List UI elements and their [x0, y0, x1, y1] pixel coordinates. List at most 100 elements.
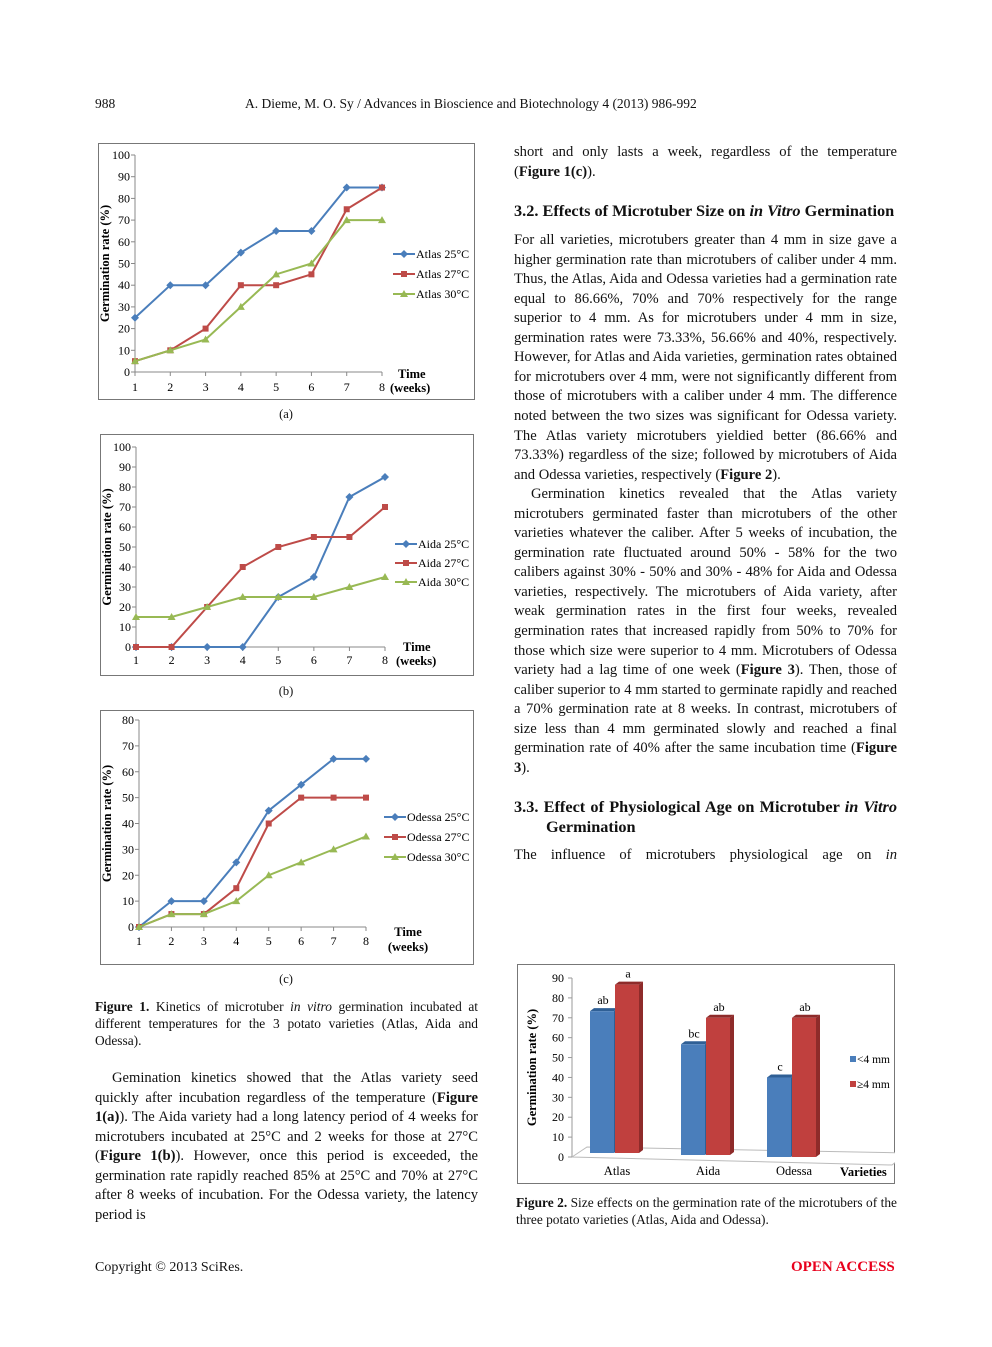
bar [767, 1077, 791, 1157]
y-tick-label: 80 [552, 991, 564, 1005]
bar-side [730, 1014, 734, 1155]
data-point [166, 346, 175, 354]
x-tick-label: 2 [168, 934, 174, 948]
open-access-label: OPEN ACCESS [791, 1259, 895, 1275]
y-tick-label: 0 [125, 640, 131, 654]
text-run: Kinetics of microtuber [155, 999, 291, 1014]
y-tick-label: 20 [122, 868, 134, 882]
y-axis-label: Germination rate (%) [98, 205, 112, 322]
figure-1a-chart: 0 10 20 30 40 50 60 70 80 90 100 1 2 3 4 5 6 7 8 Germinatio… [98, 143, 475, 400]
legend-label: Atlas 30°C [416, 287, 469, 301]
bar-top [706, 1014, 734, 1018]
x-tick-label: 8 [363, 934, 369, 948]
text-run: ). The Aida variety had a long latency p… [95, 1109, 478, 1165]
legend-label: Aida 27°C [418, 556, 469, 570]
text-run: For all varieties, microtubers greater t… [514, 232, 897, 483]
panel-label-c: (c) [279, 972, 293, 986]
x-tick-label: 4 [233, 934, 239, 948]
y-tick-label: 30 [552, 1090, 564, 1104]
legend-label: Odessa 27°C [407, 830, 469, 844]
y-tick-label: 60 [122, 765, 134, 779]
category-label: Atlas [604, 1164, 631, 1178]
paragraph-physiological-age: The influence of microtubers physiologic… [514, 846, 897, 866]
y-tick-label: 90 [552, 971, 564, 985]
y-tick-label: 20 [118, 322, 130, 336]
x-tick-label: 3 [201, 934, 207, 948]
section-heading-3-3: 3.3. Effect of Physiological Age on Micr… [514, 797, 897, 837]
running-title: A. Dieme, M. O. Sy / Advances in Bioscie… [245, 96, 697, 111]
x-tick-label: 3 [204, 653, 210, 667]
x-axis-label: Varieties [840, 1165, 887, 1179]
data-point [167, 910, 176, 918]
legend-label: Aida 25°C [418, 537, 469, 551]
y-tick-label: 0 [558, 1150, 564, 1164]
x-tick-label: 3 [203, 380, 209, 394]
y-tick-label: 60 [119, 520, 131, 534]
data-point [342, 216, 351, 224]
x-axis-label: Time [398, 367, 426, 381]
bar [590, 1011, 614, 1153]
data-point [400, 250, 408, 258]
data-point [201, 281, 210, 290]
legend-label: Odessa 25°C [407, 810, 469, 824]
data-point [265, 820, 272, 827]
data-point [202, 325, 209, 332]
text-run: Figure 3 [740, 662, 795, 679]
x-tick-label: 1 [136, 934, 142, 948]
data-point [239, 564, 246, 570]
data-point [232, 897, 241, 905]
text-run: ). [772, 466, 781, 483]
data-point [166, 281, 175, 290]
text-run: Size effects on the germination rate of … [516, 1195, 897, 1227]
x-tick-label: 6 [298, 934, 304, 948]
y-tick-label: 40 [118, 278, 130, 292]
data-point [132, 613, 140, 620]
y-tick-label: 90 [119, 460, 131, 474]
data-point [199, 910, 208, 918]
y-tick-label: 60 [552, 1031, 564, 1045]
right-column: short and only lasts a week, regardless … [514, 143, 897, 866]
text-run: ). [521, 759, 530, 776]
data-point [342, 183, 351, 192]
text-run: Germination [800, 201, 895, 221]
x-axis-label: Time [394, 925, 422, 939]
section-heading-3-2: 3.2. Effects of Microtuber Size on in Vi… [514, 201, 897, 221]
category-label: Odessa [776, 1164, 813, 1178]
bar-top [792, 1014, 820, 1018]
text-run: in [885, 847, 897, 864]
x-axis-label-unit: (weeks) [388, 940, 428, 954]
y-tick-label: 50 [122, 791, 134, 805]
bar [706, 1017, 730, 1155]
data-point [307, 259, 316, 267]
text-run: Figure 1(c) [518, 163, 588, 180]
y-tick-label: 10 [119, 620, 131, 634]
text-run: Germination [546, 817, 636, 837]
bar-label: ab [713, 1000, 724, 1014]
data-point [382, 504, 388, 510]
bar-side [816, 1014, 820, 1157]
data-point [131, 313, 139, 322]
text-run: The influence of microtubers physiologic… [514, 847, 886, 864]
data-point [297, 858, 306, 866]
data-point [275, 544, 282, 550]
x-tick-label: 4 [238, 380, 244, 394]
x-tick-label: 4 [240, 653, 246, 667]
y-tick-label: 80 [119, 480, 131, 494]
legend-swatch [850, 1056, 856, 1062]
data-point [392, 834, 398, 840]
data-point [264, 806, 273, 815]
data-point [307, 226, 316, 235]
text-run: Figure 1. [95, 999, 156, 1014]
y-tick-label: 60 [118, 235, 130, 249]
x-tick-label: 1 [132, 380, 138, 394]
series-line [134, 186, 382, 319]
text-run: ). [587, 163, 596, 180]
data-point [203, 603, 212, 610]
bar-label: bc [688, 1026, 699, 1040]
y-tick-label: 80 [118, 191, 130, 205]
data-point [199, 897, 208, 906]
data-point [272, 270, 281, 278]
text-run: Figure 3 [514, 740, 897, 776]
x-axis-label-unit: (weeks) [396, 654, 436, 668]
data-point [403, 560, 409, 566]
